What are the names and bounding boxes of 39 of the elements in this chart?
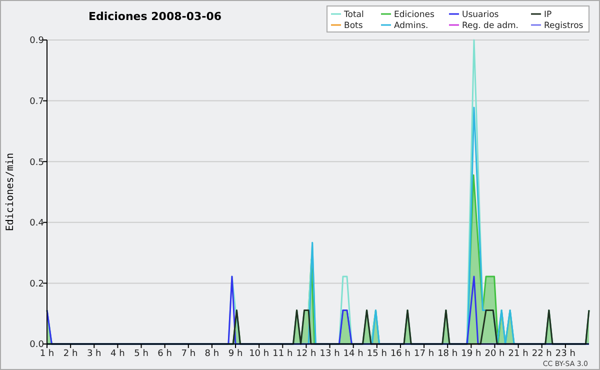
y-tick-label: 0.5 <box>30 158 44 168</box>
x-tick-label: 11 h <box>272 349 293 359</box>
legend-label: Usuarios <box>462 10 500 20</box>
x-tick-label: 1 h <box>40 349 54 359</box>
x-tick-label: 20 h <box>484 349 505 359</box>
chart-title: Ediciones 2008-03-06 <box>88 10 222 23</box>
x-tick-label: 4 h <box>110 349 125 359</box>
y-tick-label: 0.4 <box>30 218 44 229</box>
x-tick-label: 13 h <box>320 349 340 359</box>
x-tick-label: 23 h <box>555 349 576 359</box>
x-tick-label: 19 h <box>461 349 482 359</box>
legend-label: Registros <box>544 20 584 31</box>
x-tick-label: 10 h <box>249 349 270 359</box>
x-tick-label: 7 h <box>181 349 196 359</box>
y-axis-title: Ediciones/min <box>5 152 16 232</box>
y-tick-label: 0.7 <box>30 96 44 107</box>
y-tick-label: 0.9 <box>30 36 44 46</box>
x-tick-label: 2 h <box>63 349 78 359</box>
x-tick-label: 22 h <box>532 349 552 359</box>
legend-label: Bots <box>344 20 364 31</box>
legend-label: IP <box>544 10 552 20</box>
x-tick-label: 6 h <box>158 349 172 359</box>
y-tick-label: 0.2 <box>30 279 44 290</box>
x-tick-label: 15 h <box>366 349 387 359</box>
legend-label: Reg. de adm. <box>462 20 518 31</box>
legend-label: Ediciones <box>394 10 435 20</box>
x-tick-label: 9 h <box>228 349 243 359</box>
y-tick-label: 0.0 <box>30 340 44 350</box>
x-tick-label: 14 h <box>343 349 364 359</box>
x-tick-label: 8 h <box>204 349 220 359</box>
x-tick-label: 18 h <box>438 349 458 359</box>
x-tick-label: 21 h <box>508 349 528 359</box>
legend-label: Total <box>343 10 364 20</box>
x-tick-label: 3 h <box>86 349 102 359</box>
x-tick-label: 5 h <box>134 349 148 359</box>
x-tick-label: 12 h <box>296 349 316 359</box>
x-tick-label: 17 h <box>414 349 434 359</box>
x-tick-label: 16 h <box>390 349 410 359</box>
legend-label: Admins. <box>394 20 428 31</box>
